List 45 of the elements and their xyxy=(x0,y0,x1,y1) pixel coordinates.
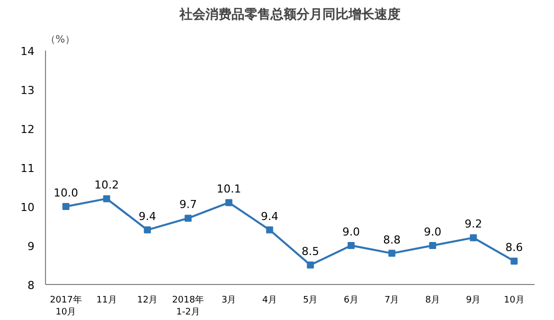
point xyxy=(388,250,396,257)
point xyxy=(103,195,110,202)
point xyxy=(429,242,436,249)
x-tick-label: 3月 xyxy=(222,296,236,306)
data-label: 8.6 xyxy=(505,241,523,254)
x-tick-label: 4月 xyxy=(262,296,277,306)
x-tick-label: 8月 xyxy=(425,296,440,306)
data-label: 10.0 xyxy=(54,186,78,200)
point xyxy=(470,234,477,242)
point xyxy=(306,262,314,268)
y-tick-label: 12 xyxy=(20,123,35,136)
y-tick-label: 14 xyxy=(20,45,35,58)
y-axis-title: （%） xyxy=(46,34,76,46)
data-label: 9.2 xyxy=(464,218,482,231)
y-tick-label: 10 xyxy=(20,201,35,214)
point xyxy=(144,226,151,234)
x-tick-label: 11月 xyxy=(96,296,117,306)
point xyxy=(62,203,70,210)
x-tick-label: 7月 xyxy=(384,296,400,306)
data-label: 10.1 xyxy=(216,182,242,196)
data-label: 8.8 xyxy=(383,233,401,246)
x-tick-label: 9月 xyxy=(466,296,481,306)
data-label: 9.4 xyxy=(138,210,156,223)
point xyxy=(510,258,518,265)
point xyxy=(225,199,232,206)
point xyxy=(184,214,192,222)
data-label: 8.5 xyxy=(302,245,320,258)
data-label: 9.0 xyxy=(424,226,442,238)
x-tick-label: 2017年 10月 xyxy=(50,294,82,318)
y-tick-label: 8 xyxy=(28,279,34,292)
x-tick-label: 12月 xyxy=(137,296,158,306)
data-label: 10.2 xyxy=(94,178,119,192)
x-tick-label: 10月 xyxy=(504,296,524,306)
x-tick-label: 6月 xyxy=(344,296,358,306)
y-tick-label: 9 xyxy=(28,240,34,253)
point xyxy=(348,242,355,249)
y-tick-label: 11 xyxy=(20,162,35,175)
x-tick-label: 5月 xyxy=(303,296,318,306)
data-label: 9.7 xyxy=(179,198,197,212)
data-label: 9.4 xyxy=(260,210,278,223)
point xyxy=(266,226,274,234)
chart-title: 社会消费品零售总额分月同比增长速度 xyxy=(178,6,400,22)
data-label: 9.0 xyxy=(342,226,360,238)
y-tick-label: 13 xyxy=(20,84,35,97)
x-tick-label: 2018年 1-2月 xyxy=(172,294,204,318)
